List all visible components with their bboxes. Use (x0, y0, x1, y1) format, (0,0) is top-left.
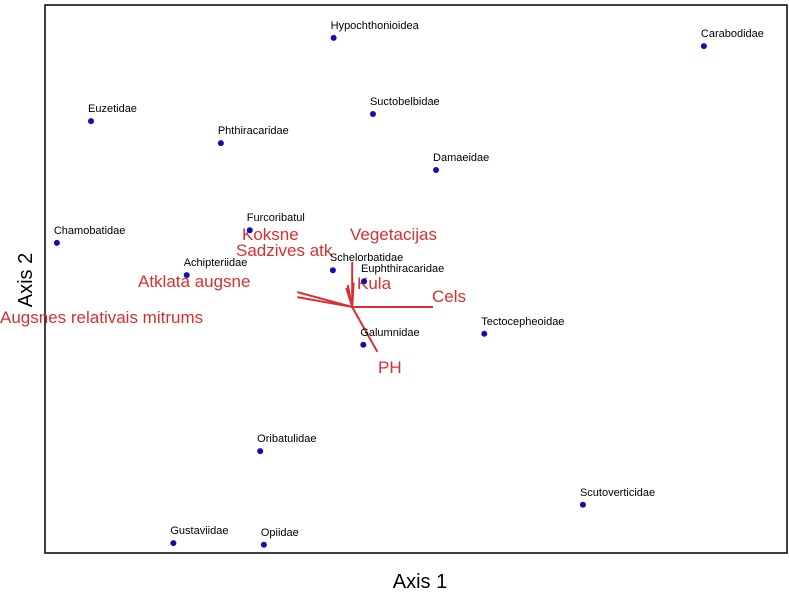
point (361, 278, 368, 285)
point (369, 111, 376, 118)
point (700, 43, 707, 50)
point (246, 227, 253, 234)
point-label: Euphthiracaridae (361, 263, 444, 275)
vector-label: Augsnes relativais mitrums (0, 308, 203, 327)
point (433, 166, 440, 173)
point (260, 541, 267, 548)
plot-frame (44, 4, 788, 554)
point (53, 239, 60, 246)
vector-label: Koksne (242, 225, 299, 244)
point-label: Damaeidae (433, 152, 489, 164)
point-label: Scutoverticidae (580, 487, 655, 499)
point-label: Euzetidae (88, 103, 137, 115)
point (330, 34, 337, 41)
point (329, 267, 336, 274)
point-label: Schelorbatidae (330, 252, 403, 264)
point-label: Carabodidae (701, 28, 764, 40)
point (257, 448, 264, 455)
vector-label: Sadzives atk (236, 241, 333, 260)
vector-label: Cels (432, 287, 466, 306)
vector (297, 296, 353, 308)
point (88, 118, 95, 125)
point-label: Oribatulidae (257, 433, 316, 445)
point-label: Chamobatidae (54, 225, 126, 237)
point-label: Achipteriidae (184, 257, 248, 269)
x-axis-label: Axis 1 (393, 571, 447, 592)
point-label: Hypochthonioidea (331, 20, 420, 32)
point-label: Phthiracaridae (218, 125, 289, 137)
point-label: Gustaviidae (170, 525, 228, 537)
vector-label: Atklata augsne (138, 272, 250, 291)
point-label: Opiidae (261, 527, 299, 539)
point-label: Galumnidae (360, 327, 419, 339)
point-label: Tectocepheoidae (481, 316, 564, 328)
point (481, 330, 488, 337)
point-label: Furcoribatul (247, 212, 305, 224)
vector-label: Vegetacijas (350, 225, 437, 244)
vector (351, 306, 379, 353)
point (183, 272, 190, 279)
vector-label: PH (378, 358, 402, 377)
point (217, 140, 224, 147)
point (170, 540, 177, 547)
y-axis-label: Axis 2 (15, 253, 37, 307)
point (579, 501, 586, 508)
point-label: Suctobelbidae (370, 96, 440, 108)
point (360, 341, 367, 348)
